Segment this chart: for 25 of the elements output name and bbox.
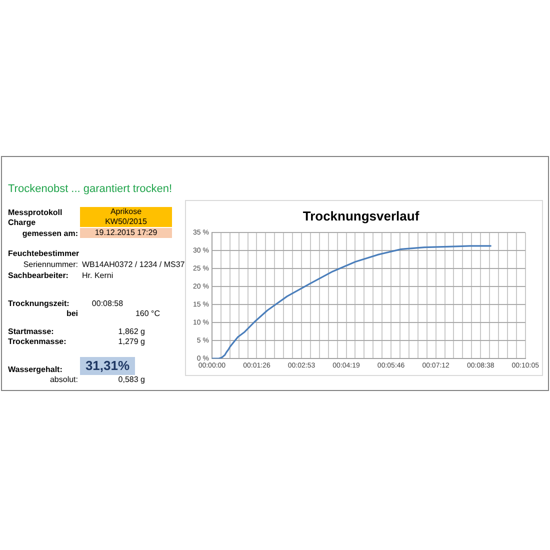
text: Aprikose	[80, 207, 172, 217]
text: Trockenobst ... garantiert trocken!	[8, 183, 172, 195]
text: 1,862 g	[117, 327, 145, 337]
text: 160 °C	[134, 309, 160, 319]
text: Feuchtebestimmer	[8, 249, 80, 259]
text: 0,583 g	[117, 375, 145, 385]
text: absolut:	[48, 375, 78, 385]
text: gemessen am:	[21, 229, 78, 239]
text: 00:08:58	[90, 299, 124, 309]
text: Trocknungszeit:	[8, 299, 70, 309]
text: Charge	[8, 218, 37, 228]
chart-title: Trocknungsverlauf	[302, 208, 420, 224]
text: 19.12.2015 17:29	[80, 228, 172, 238]
text: Trockenmasse:	[8, 337, 68, 347]
text: KW50/2015	[80, 217, 172, 227]
text: 31,31%	[80, 357, 135, 375]
text: Messprotokoll	[8, 208, 64, 218]
text: Seriennummer:	[22, 260, 78, 270]
text: Startmasse:	[8, 327, 55, 337]
text: Wassergehalt:	[8, 365, 64, 375]
text: 1,279 g	[117, 337, 145, 347]
text: bei	[65, 309, 78, 319]
text: Hr. Kerni	[82, 271, 114, 281]
text: WB14AH0372 / 1234 / MS37	[82, 260, 185, 270]
text: Sachbearbeiter:	[8, 271, 70, 281]
